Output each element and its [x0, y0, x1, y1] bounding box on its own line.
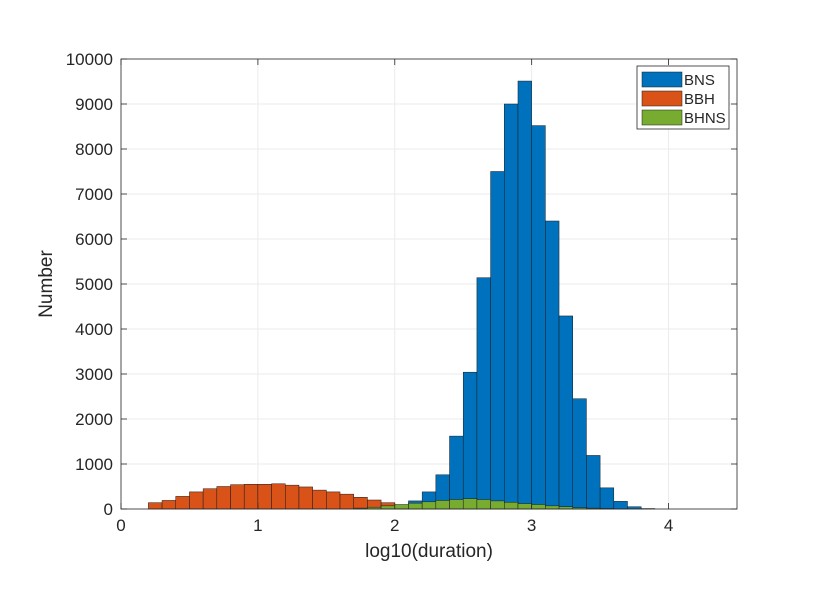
bar-bbh [354, 497, 368, 509]
y-tick-label: 4000 [75, 320, 113, 339]
bar-bbh [203, 489, 217, 509]
bar-bbh [148, 503, 162, 509]
bar-bns [477, 278, 491, 509]
bar-bbh [189, 492, 203, 509]
bar-bhns [395, 505, 409, 510]
bar-bhns [463, 499, 477, 509]
bar-bns [600, 488, 614, 509]
y-axis-label: Number [36, 250, 57, 318]
y-tick-label: 0 [104, 500, 113, 519]
bar-bbh [285, 485, 299, 509]
x-tick-label: 4 [664, 516, 673, 535]
bar-bhns [422, 502, 436, 509]
bar-bbh [258, 484, 272, 509]
y-tick-label: 5000 [75, 275, 113, 294]
bar-bhns [436, 500, 450, 509]
bar-bbh [272, 484, 286, 509]
y-tick-label: 1000 [75, 455, 113, 474]
legend-label-bhns: BHNS [684, 110, 726, 127]
bar-bns [518, 81, 532, 509]
legend-label-bbh: BBH [684, 91, 715, 108]
legend: BNS BBH BHNS [637, 66, 729, 129]
bar-bns [573, 399, 587, 509]
bar-bbh [244, 484, 258, 509]
y-tick-label: 8000 [75, 140, 113, 159]
bar-bbh [217, 487, 231, 510]
x-tick-label: 1 [253, 516, 262, 535]
bar-bhns [477, 500, 491, 509]
bar-bbh [231, 485, 245, 509]
y-tick-label: 6000 [75, 230, 113, 249]
bar-bhns [532, 505, 546, 510]
bar-bns [545, 221, 559, 509]
bar-bns [450, 436, 464, 509]
y-tick-label: 9000 [75, 95, 113, 114]
bar-bhns [491, 501, 505, 509]
bar-bbh [162, 500, 176, 509]
legend-swatch-bbh [642, 91, 682, 106]
bar-bns [586, 455, 600, 509]
bar-bns [491, 172, 505, 510]
bar-bbh [299, 487, 313, 509]
bar-bbh [340, 494, 354, 509]
bar-bbh [313, 490, 327, 509]
x-axis-label: log10(duration) [365, 541, 493, 562]
x-tick-label: 3 [527, 516, 536, 535]
bar-bhns [408, 503, 422, 509]
x-tick-label: 0 [116, 516, 125, 535]
y-tick-label: 7000 [75, 185, 113, 204]
legend-label-bns: BNS [684, 72, 715, 89]
bar-bns [559, 316, 573, 509]
bar-bhns [504, 502, 518, 509]
bar-bbh [326, 492, 340, 509]
bar-bhns [545, 506, 559, 509]
bar-bhns [518, 504, 532, 509]
legend-swatch-bns [642, 72, 682, 87]
bar-bns [532, 126, 546, 509]
bar-bhns [450, 500, 464, 509]
bar-bns [463, 372, 477, 509]
x-tick-label: 2 [390, 516, 399, 535]
y-tick-label: 10000 [66, 50, 113, 69]
y-tick-label: 3000 [75, 365, 113, 384]
bar-bhns [381, 506, 395, 509]
bar-bbh [176, 496, 190, 509]
y-tick-label: 2000 [75, 410, 113, 429]
bar-bns [504, 104, 518, 509]
bar-bns [614, 501, 628, 509]
legend-swatch-bhns [642, 110, 682, 125]
